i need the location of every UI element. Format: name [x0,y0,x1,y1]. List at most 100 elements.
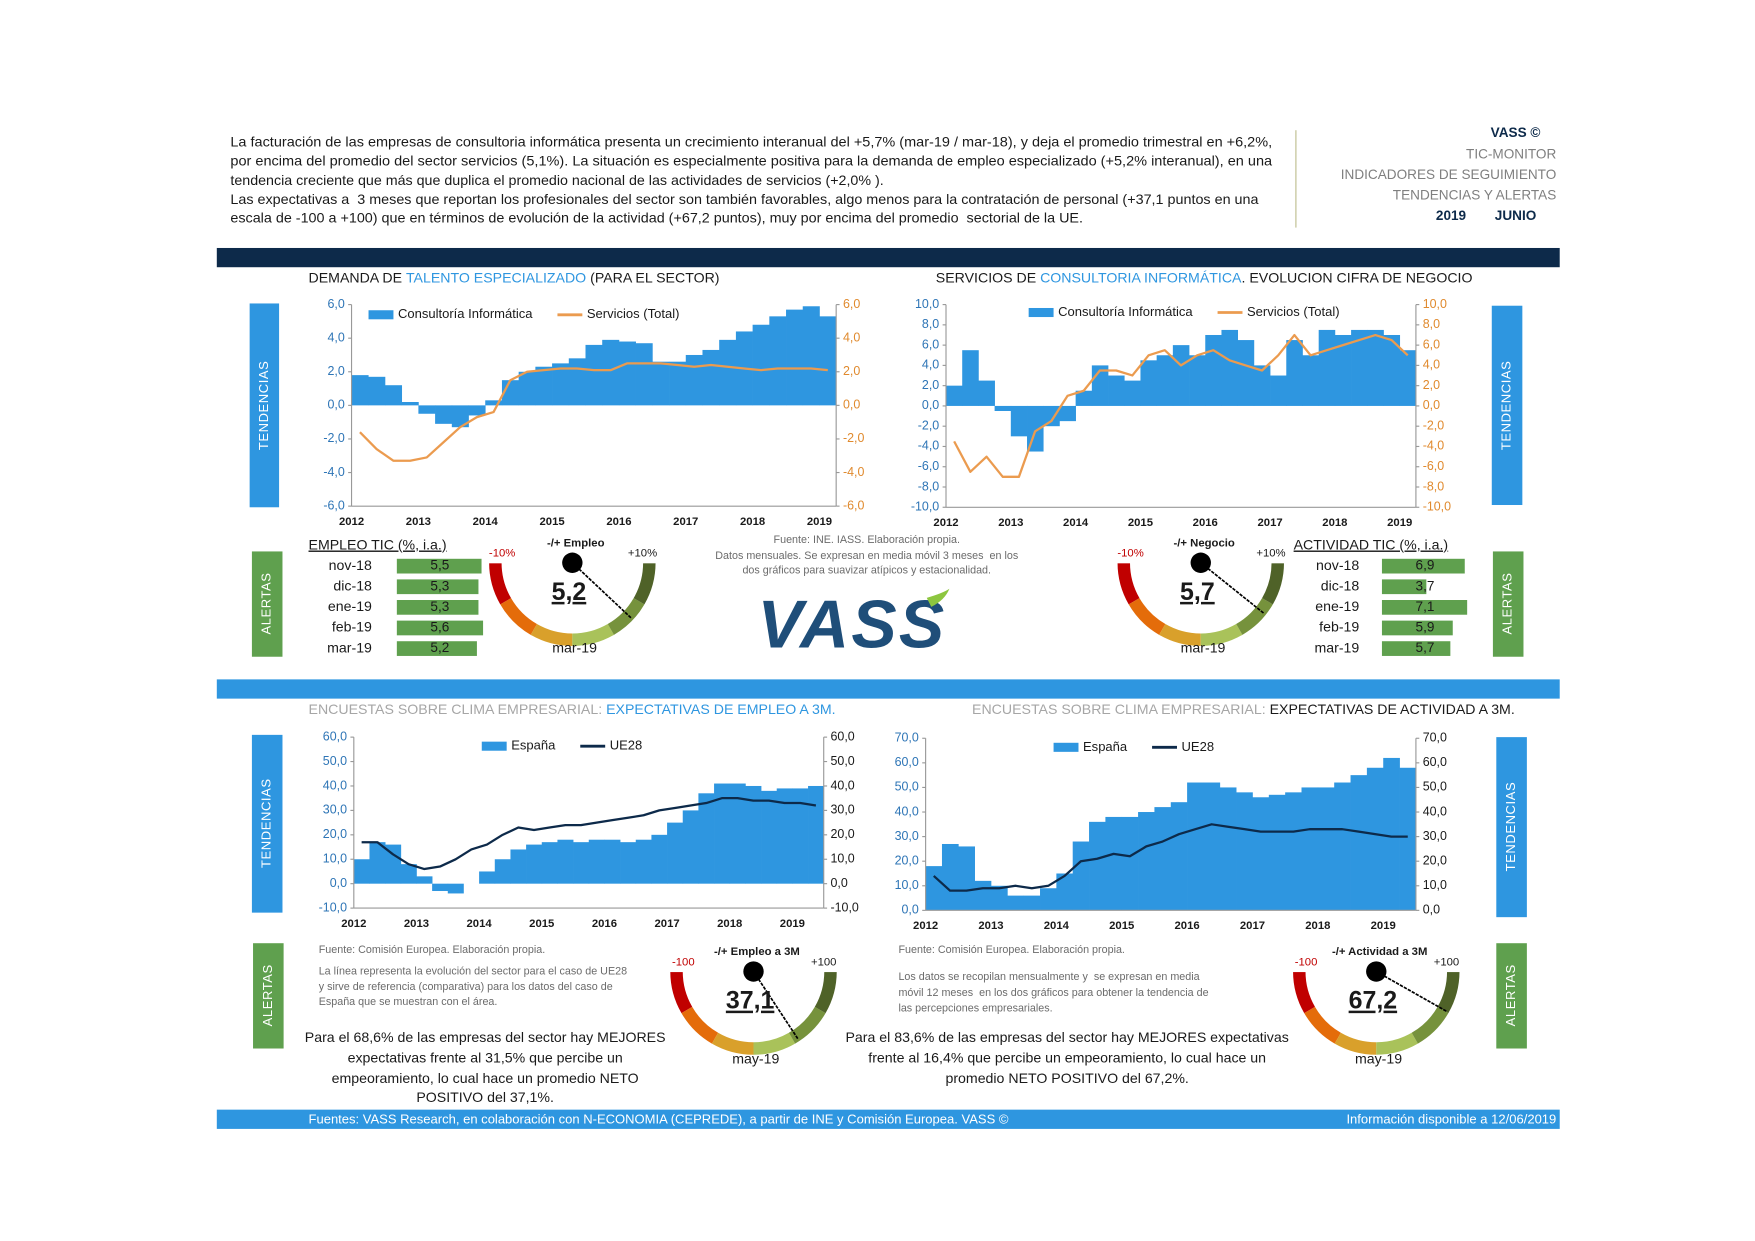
note: La línea representa la evolución del sec… [319,965,627,977]
bar [802,306,820,406]
bar [990,885,1008,911]
x-tick-label: 2014 [467,918,493,930]
side-label: TENDENCIAS [1498,361,1513,451]
title-part: TALENTO ESPECIALIZADO [406,269,586,285]
bar [1105,816,1123,911]
bar [1381,641,1451,656]
bar [396,579,479,595]
bar [1383,757,1400,911]
bar [1381,558,1465,574]
title-part: SERVICIOS DE [936,269,1040,285]
gauge-arc [1376,1032,1418,1055]
bar [1219,787,1237,911]
y-tick-label: 6,0 [922,337,939,351]
gauge-arc [530,623,573,646]
x-tick-label: 2014 [1044,920,1070,932]
note: Datos mensuales. Se expresan en media mó… [715,550,1018,562]
gauge-hub [743,961,764,982]
header-line: TIC-MONITOR [1466,147,1556,162]
legend-swatch [1028,307,1054,318]
line [359,362,828,462]
y-tick-label: 60,0 [323,729,347,743]
x-tick-label: 2016 [592,918,617,930]
y-tick-label: 2,0 [327,364,344,378]
y-tick-label: 0,0 [330,876,347,890]
legend-swatch [1053,742,1079,752]
gauge-arc [753,1032,796,1055]
y2-tick-label: 10,0 [1423,297,1447,311]
gauge-arc [814,971,837,1014]
bar [652,361,670,406]
y-tick-label: 8,0 [922,317,939,331]
bar [1205,334,1222,406]
y2-tick-label: 30,0 [831,803,855,817]
bar [1156,355,1174,406]
x-tick-label: 2019 [807,516,832,528]
bar [1203,782,1221,911]
y2-tick-label: 2,0 [1423,378,1440,392]
side-label: ALERTAS [260,964,275,1026]
gauge-arc [711,1032,754,1055]
value-label: 5,7 [1416,640,1435,655]
y-tick-label: 70,0 [895,731,919,745]
x-tick-label: 2014 [1063,517,1089,529]
bar [719,339,737,406]
y-tick-label: 10,0 [915,297,939,311]
bar [974,880,992,911]
gauge-hub [1190,552,1211,573]
bar [776,788,793,884]
side-box [1496,737,1527,918]
row-label: feb-19 [332,619,372,635]
gauge-arc [681,1006,719,1044]
bar [368,376,386,406]
bar [1268,794,1286,911]
top-band [216,247,1560,268]
gauge-arc [500,597,538,635]
row-label: ene-19 [1315,598,1359,614]
x-tick-label: 2016 [1193,517,1218,529]
summary: promedio NETO POSITIVO del 67,2%. [945,1070,1188,1086]
y-tick-label: -4,0 [323,465,345,479]
legend-swatch [368,310,394,320]
side-box [1496,943,1527,1049]
bar [494,859,511,884]
bar [541,842,558,884]
gauge-arc [1235,597,1273,635]
bar [400,864,417,884]
x-tick-label: 2015 [529,918,554,930]
bar [535,366,553,406]
side-label: ALERTAS [1503,964,1518,1026]
bar [1253,365,1271,406]
table-title: ACTIVIDAD TIC (%, i.a.) [1294,537,1449,553]
bar [1072,841,1090,911]
y-tick-label: 0,0 [902,903,919,917]
bar [635,343,653,406]
bar [1172,345,1190,406]
value-label: 5,3 [430,578,449,593]
gauge-arc [1293,971,1316,1014]
value-label: 7,1 [1416,599,1435,614]
gauge-title: -/+ Negocio [1174,537,1235,549]
gauge-value: 5,7 [1180,578,1215,606]
y2-tick-label: -10,0 [1423,500,1451,514]
bar [1383,334,1401,406]
bar [1040,888,1057,911]
bar [479,871,496,884]
bar [1154,807,1172,911]
bar [416,876,433,884]
summary: expectativas frente al 31,5% que percibe… [348,1049,623,1065]
bar [396,641,477,656]
value-label: 5,3 [430,599,449,614]
bar [962,350,979,406]
bar [1059,405,1076,422]
note: Fuente: INE. IASS. Elaboración propia. [774,534,960,546]
y-tick-label: -10,0 [911,500,939,514]
note: Los datos se recopilan mensualmente y se… [898,971,1199,983]
logo-accent [926,588,950,607]
chart-title: DEMANDA DE TALENTO ESPECIALIZADO (PARA E… [309,269,720,285]
bar [604,839,621,884]
x-tick-label: 2013 [998,517,1023,529]
y2-tick-label: 0,0 [1423,903,1440,917]
y2-tick-label: -10,0 [831,900,859,914]
summary: POSITIVO del 37,1%. [416,1089,554,1105]
